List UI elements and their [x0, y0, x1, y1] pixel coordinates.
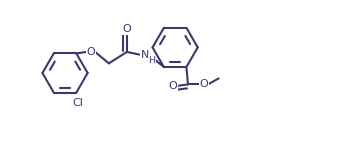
Text: N: N	[141, 50, 149, 60]
Text: O: O	[199, 79, 208, 89]
Text: O: O	[122, 24, 131, 34]
Text: O: O	[86, 47, 95, 57]
Text: O: O	[168, 81, 177, 91]
Text: H: H	[148, 56, 155, 65]
Text: Cl: Cl	[72, 98, 83, 108]
